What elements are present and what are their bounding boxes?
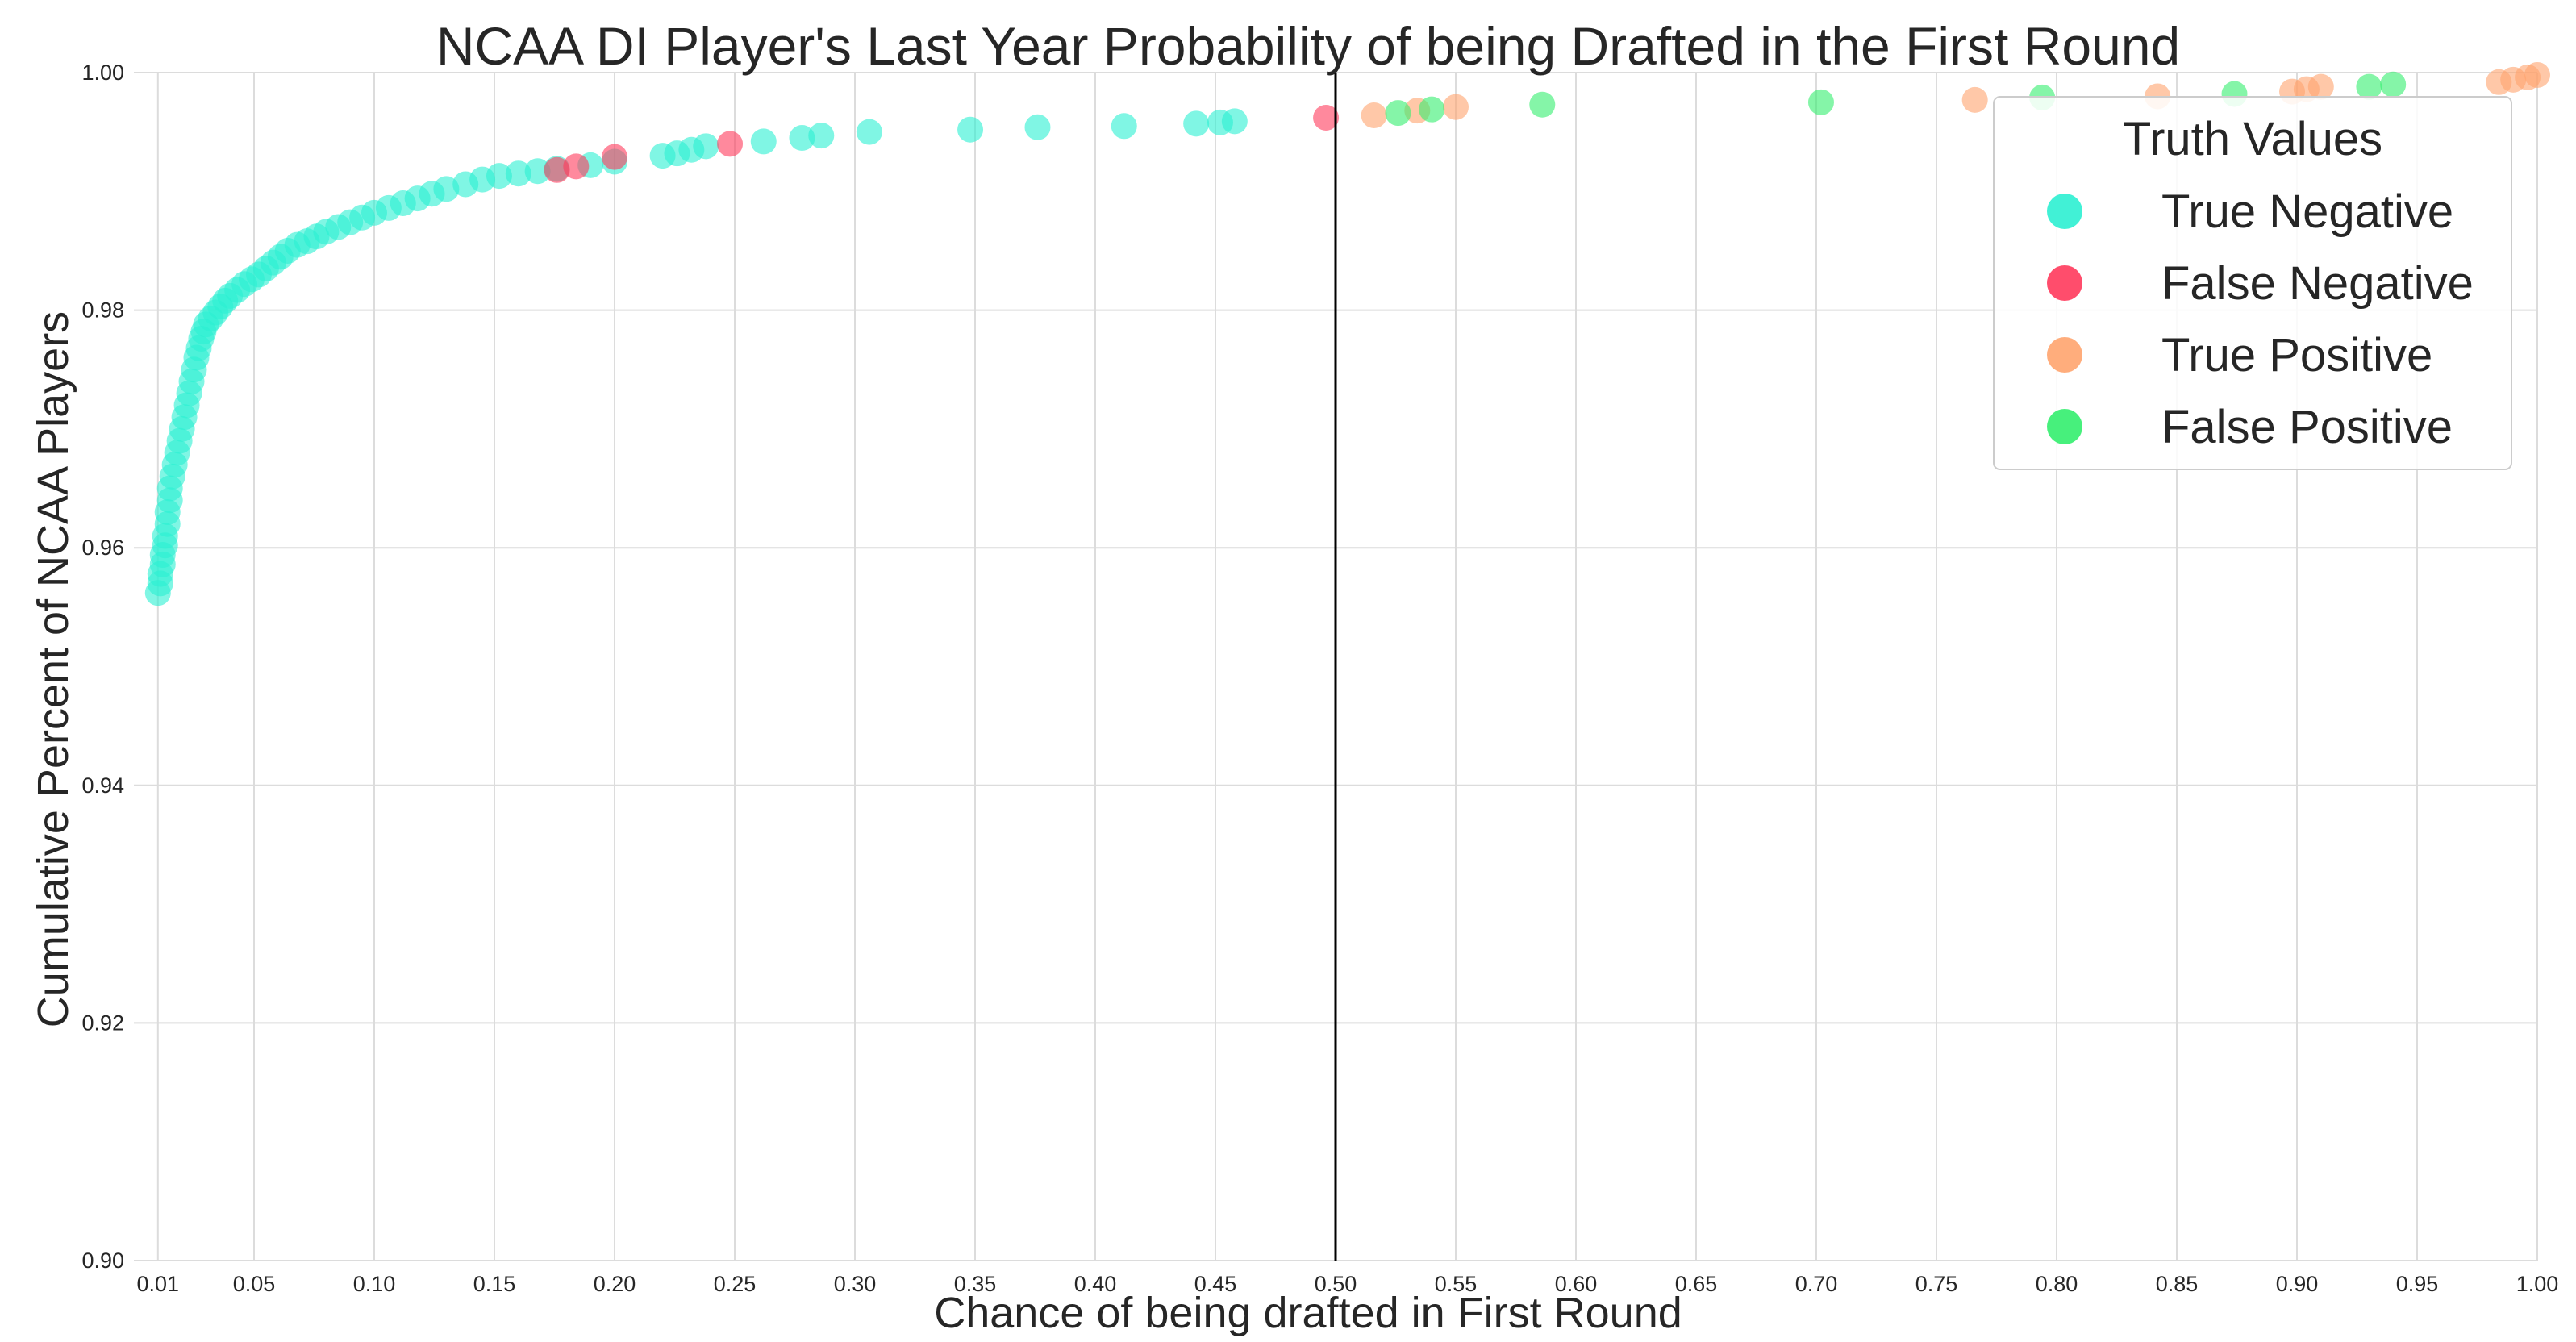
legend-frame — [1993, 96, 2512, 470]
x-tick-label: 0.05 — [233, 1272, 276, 1296]
legend-marker — [2047, 409, 2082, 444]
data-points — [144, 61, 2550, 606]
x-tick-label: 1.00 — [2516, 1272, 2559, 1296]
x-axis-ticks: 0.01 0.05 0.10 0.15 0.20 0.25 0.30 0.35 0.40 0.45… — [137, 1272, 2559, 1296]
data-point — [2380, 71, 2407, 98]
data-point — [524, 158, 551, 185]
x-tick-label: 0.20 — [594, 1272, 636, 1296]
legend-title: Truth Values — [2123, 113, 2382, 165]
data-point — [1313, 104, 1340, 131]
data-point — [505, 160, 531, 187]
data-point — [2356, 73, 2382, 100]
legend: Truth Values True Negative False Negative… — [1993, 96, 2512, 470]
x-tick-label: 0.95 — [2396, 1272, 2439, 1296]
y-tick-label: 0.98 — [81, 298, 124, 323]
x-tick-label: 0.01 — [137, 1272, 180, 1296]
data-point — [1961, 86, 1988, 113]
y-tick-label: 0.94 — [81, 773, 124, 798]
data-point — [856, 119, 882, 145]
data-point — [486, 163, 512, 190]
x-tick-label: 0.85 — [2156, 1272, 2199, 1296]
legend-marker — [2047, 265, 2082, 301]
x-tick-label: 0.50 — [1315, 1272, 1357, 1296]
data-point — [1111, 113, 1137, 140]
x-tick-label: 0.60 — [1555, 1272, 1598, 1296]
y-tick-label: 0.92 — [81, 1011, 124, 1035]
x-tick-label: 0.80 — [2036, 1272, 2078, 1296]
x-tick-label: 0.25 — [714, 1272, 757, 1296]
x-tick-label: 0.75 — [1915, 1272, 1958, 1296]
x-tick-label: 0.55 — [1435, 1272, 1478, 1296]
data-point — [1183, 110, 1210, 137]
x-tick-label: 0.90 — [2276, 1272, 2319, 1296]
data-point — [1807, 89, 1834, 115]
x-tick-label: 0.65 — [1675, 1272, 1718, 1296]
data-point — [717, 131, 744, 157]
data-point — [1221, 108, 1248, 135]
legend-label: False Positive — [2161, 401, 2453, 453]
x-tick-label: 0.10 — [353, 1272, 396, 1296]
data-point — [693, 133, 719, 160]
legend-marker — [2047, 337, 2082, 373]
data-point — [750, 128, 777, 155]
series-false-negative — [544, 104, 1340, 183]
x-tick-label: 0.70 — [1795, 1272, 1838, 1296]
data-point — [563, 153, 590, 180]
y-tick-label: 0.96 — [81, 536, 124, 560]
x-axis-label: Chance of being drafted in First Round — [934, 1289, 1682, 1337]
y-axis-label: Cumulative Percent of NCAA Players — [29, 311, 77, 1027]
chart-title: NCAA DI Player's Last Year Probability o… — [436, 16, 2180, 76]
data-point — [1385, 100, 1411, 127]
y-axis-ticks: 0.90 0.92 0.94 0.96 0.98 1.00 — [81, 60, 124, 1273]
legend-label: False Negative — [2161, 257, 2474, 310]
data-point — [1529, 91, 1556, 118]
legend-items: True Negative False Negative True Positive… — [2047, 185, 2474, 453]
data-point — [789, 125, 815, 152]
data-point — [1361, 102, 1387, 129]
x-tick-label: 0.15 — [473, 1272, 516, 1296]
data-point — [1443, 94, 1469, 120]
x-tick-label: 0.40 — [1074, 1272, 1117, 1296]
data-point — [957, 116, 984, 143]
legend-marker — [2047, 194, 2082, 229]
data-point — [808, 123, 835, 149]
series-true-negative — [144, 108, 1248, 606]
legend-label: True Positive — [2161, 329, 2432, 381]
data-point — [1419, 96, 1445, 123]
y-tick-label: 1.00 — [81, 60, 124, 85]
y-tick-label: 0.90 — [81, 1248, 124, 1273]
data-point — [602, 144, 627, 170]
data-point — [2524, 61, 2550, 88]
x-tick-label: 0.30 — [834, 1272, 877, 1296]
data-point — [1024, 114, 1051, 140]
legend-label: True Negative — [2161, 185, 2453, 238]
data-point — [544, 156, 570, 183]
x-tick-label: 0.45 — [1194, 1272, 1237, 1296]
x-tick-label: 0.35 — [954, 1272, 997, 1296]
data-point — [2307, 73, 2334, 100]
